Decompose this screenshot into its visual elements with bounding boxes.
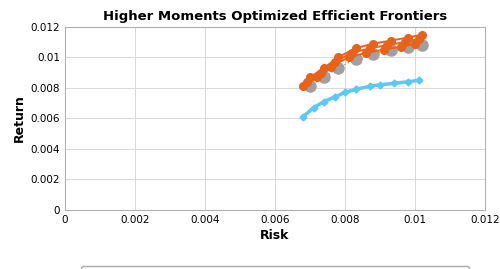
X-axis label: Risk: Risk	[260, 229, 290, 242]
Y-axis label: Return: Return	[14, 94, 26, 142]
Legend: Mean-Skewness, Mean-Variance, Mean-Kurtosis: Mean-Skewness, Mean-Variance, Mean-Kurto…	[81, 266, 469, 269]
Title: Higher Moments Optimized Efficient Frontiers: Higher Moments Optimized Efficient Front…	[103, 10, 447, 23]
